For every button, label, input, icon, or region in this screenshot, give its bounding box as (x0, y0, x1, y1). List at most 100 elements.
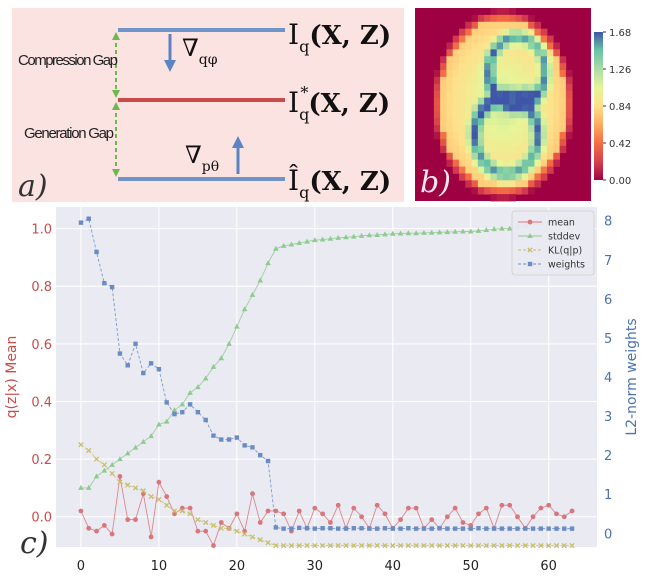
heatmap-cell (496, 159, 504, 167)
heatmap-cell (521, 14, 529, 23)
heatmap-cell (496, 125, 504, 133)
heatmap-cell (503, 180, 510, 188)
data-point (78, 508, 84, 514)
heatmap-cell (452, 49, 460, 57)
data-point (460, 520, 466, 525)
heatmap-cell (521, 49, 529, 57)
heatmap-cell (465, 125, 472, 133)
data-point (241, 531, 248, 537)
heatmap-cell (540, 125, 548, 133)
heatmap-cell (553, 56, 560, 64)
heatmap-cell (471, 159, 479, 167)
data-point (413, 542, 419, 549)
heatmap-cell (490, 63, 498, 71)
data-point (483, 227, 490, 233)
data-point (374, 542, 380, 549)
data-point (172, 411, 177, 417)
data-point (171, 508, 178, 514)
heatmap-cell (446, 42, 454, 50)
heatmap-cell (521, 159, 529, 167)
heatmap-cell (477, 14, 485, 23)
data-point (94, 249, 99, 255)
heatmap-cell (452, 35, 460, 43)
heatmap-cell (515, 83, 523, 92)
data-point (319, 542, 326, 549)
heatmap-cell (440, 104, 447, 112)
heatmap-cell (540, 111, 548, 119)
grid (56, 207, 597, 547)
heatmap-cell (484, 104, 491, 112)
heatmap-cell (465, 90, 472, 98)
heatmap-cell (521, 63, 529, 71)
heatmap-cell (446, 159, 454, 167)
heatmap-cell (509, 152, 516, 161)
heatmap-cell (540, 35, 548, 43)
heatmap-cell (515, 14, 523, 23)
heatmap-cell (471, 49, 479, 57)
heatmap-cell (534, 56, 542, 64)
data-point (296, 542, 302, 549)
data-point (530, 514, 536, 520)
data-point (101, 462, 107, 468)
heatmap-cell (503, 83, 510, 92)
heatmap-cell (553, 70, 560, 78)
heatmap-cell (433, 118, 441, 126)
data-point (241, 306, 248, 312)
heatmap-cell (547, 118, 554, 126)
data-point (569, 508, 575, 514)
heatmap-cell (528, 28, 535, 36)
data-point (93, 473, 100, 479)
heatmap-cell (446, 138, 454, 147)
heatmap-cell (547, 159, 554, 167)
left-axis-label: q(z|x) Mean (4, 336, 20, 419)
heatmap-cell (547, 83, 554, 92)
series-weights (78, 216, 575, 531)
x-tick-label: 30 (307, 559, 324, 574)
data-point (515, 526, 520, 531)
heatmap-cell (484, 28, 491, 36)
heatmap-cell (559, 56, 567, 64)
data-point (281, 526, 286, 531)
heatmap-cell (477, 35, 485, 43)
data-point (406, 526, 411, 531)
data-point (327, 542, 334, 549)
level-args: (X, Z) (309, 167, 391, 197)
heatmap-cell (452, 138, 460, 147)
series-layer (78, 214, 575, 549)
series-line (80, 218, 573, 530)
data-point (195, 384, 201, 390)
grad-phi-nabla: ∇ (182, 34, 199, 62)
data-point (156, 421, 162, 427)
heatmap-cell (521, 125, 529, 133)
data-point (335, 526, 341, 531)
heatmap-cell (490, 132, 498, 140)
series-line (80, 476, 573, 547)
data-point (218, 355, 225, 361)
data-point (335, 234, 341, 240)
data-point (304, 542, 310, 549)
data-point (429, 517, 435, 523)
heatmap-cell (496, 118, 504, 126)
compression-gap-arrow-head-down (112, 90, 120, 98)
data-point (187, 511, 193, 517)
heatmap-cell (503, 125, 510, 133)
heatmap-cell (459, 97, 466, 105)
heatmap-cell (496, 63, 504, 71)
heatmap-cell (440, 138, 447, 147)
heatmap-cell (521, 70, 529, 78)
heatmap-cell (440, 83, 447, 92)
data-point (125, 363, 130, 368)
heatmap-cell (534, 104, 542, 112)
data-point (257, 520, 263, 525)
heatmap-cell (484, 14, 491, 23)
heatmap-cell (440, 56, 447, 64)
heatmap-cell (565, 90, 573, 98)
heatmap-cell (496, 173, 504, 181)
legend-swatch-marker (527, 233, 533, 238)
data-point (249, 534, 256, 540)
heatmap-cell (490, 70, 498, 78)
grad-theta-arrow-head (232, 136, 244, 148)
data-point (530, 542, 536, 549)
level-name: Î (288, 164, 299, 197)
heatmap-cell (521, 21, 529, 30)
